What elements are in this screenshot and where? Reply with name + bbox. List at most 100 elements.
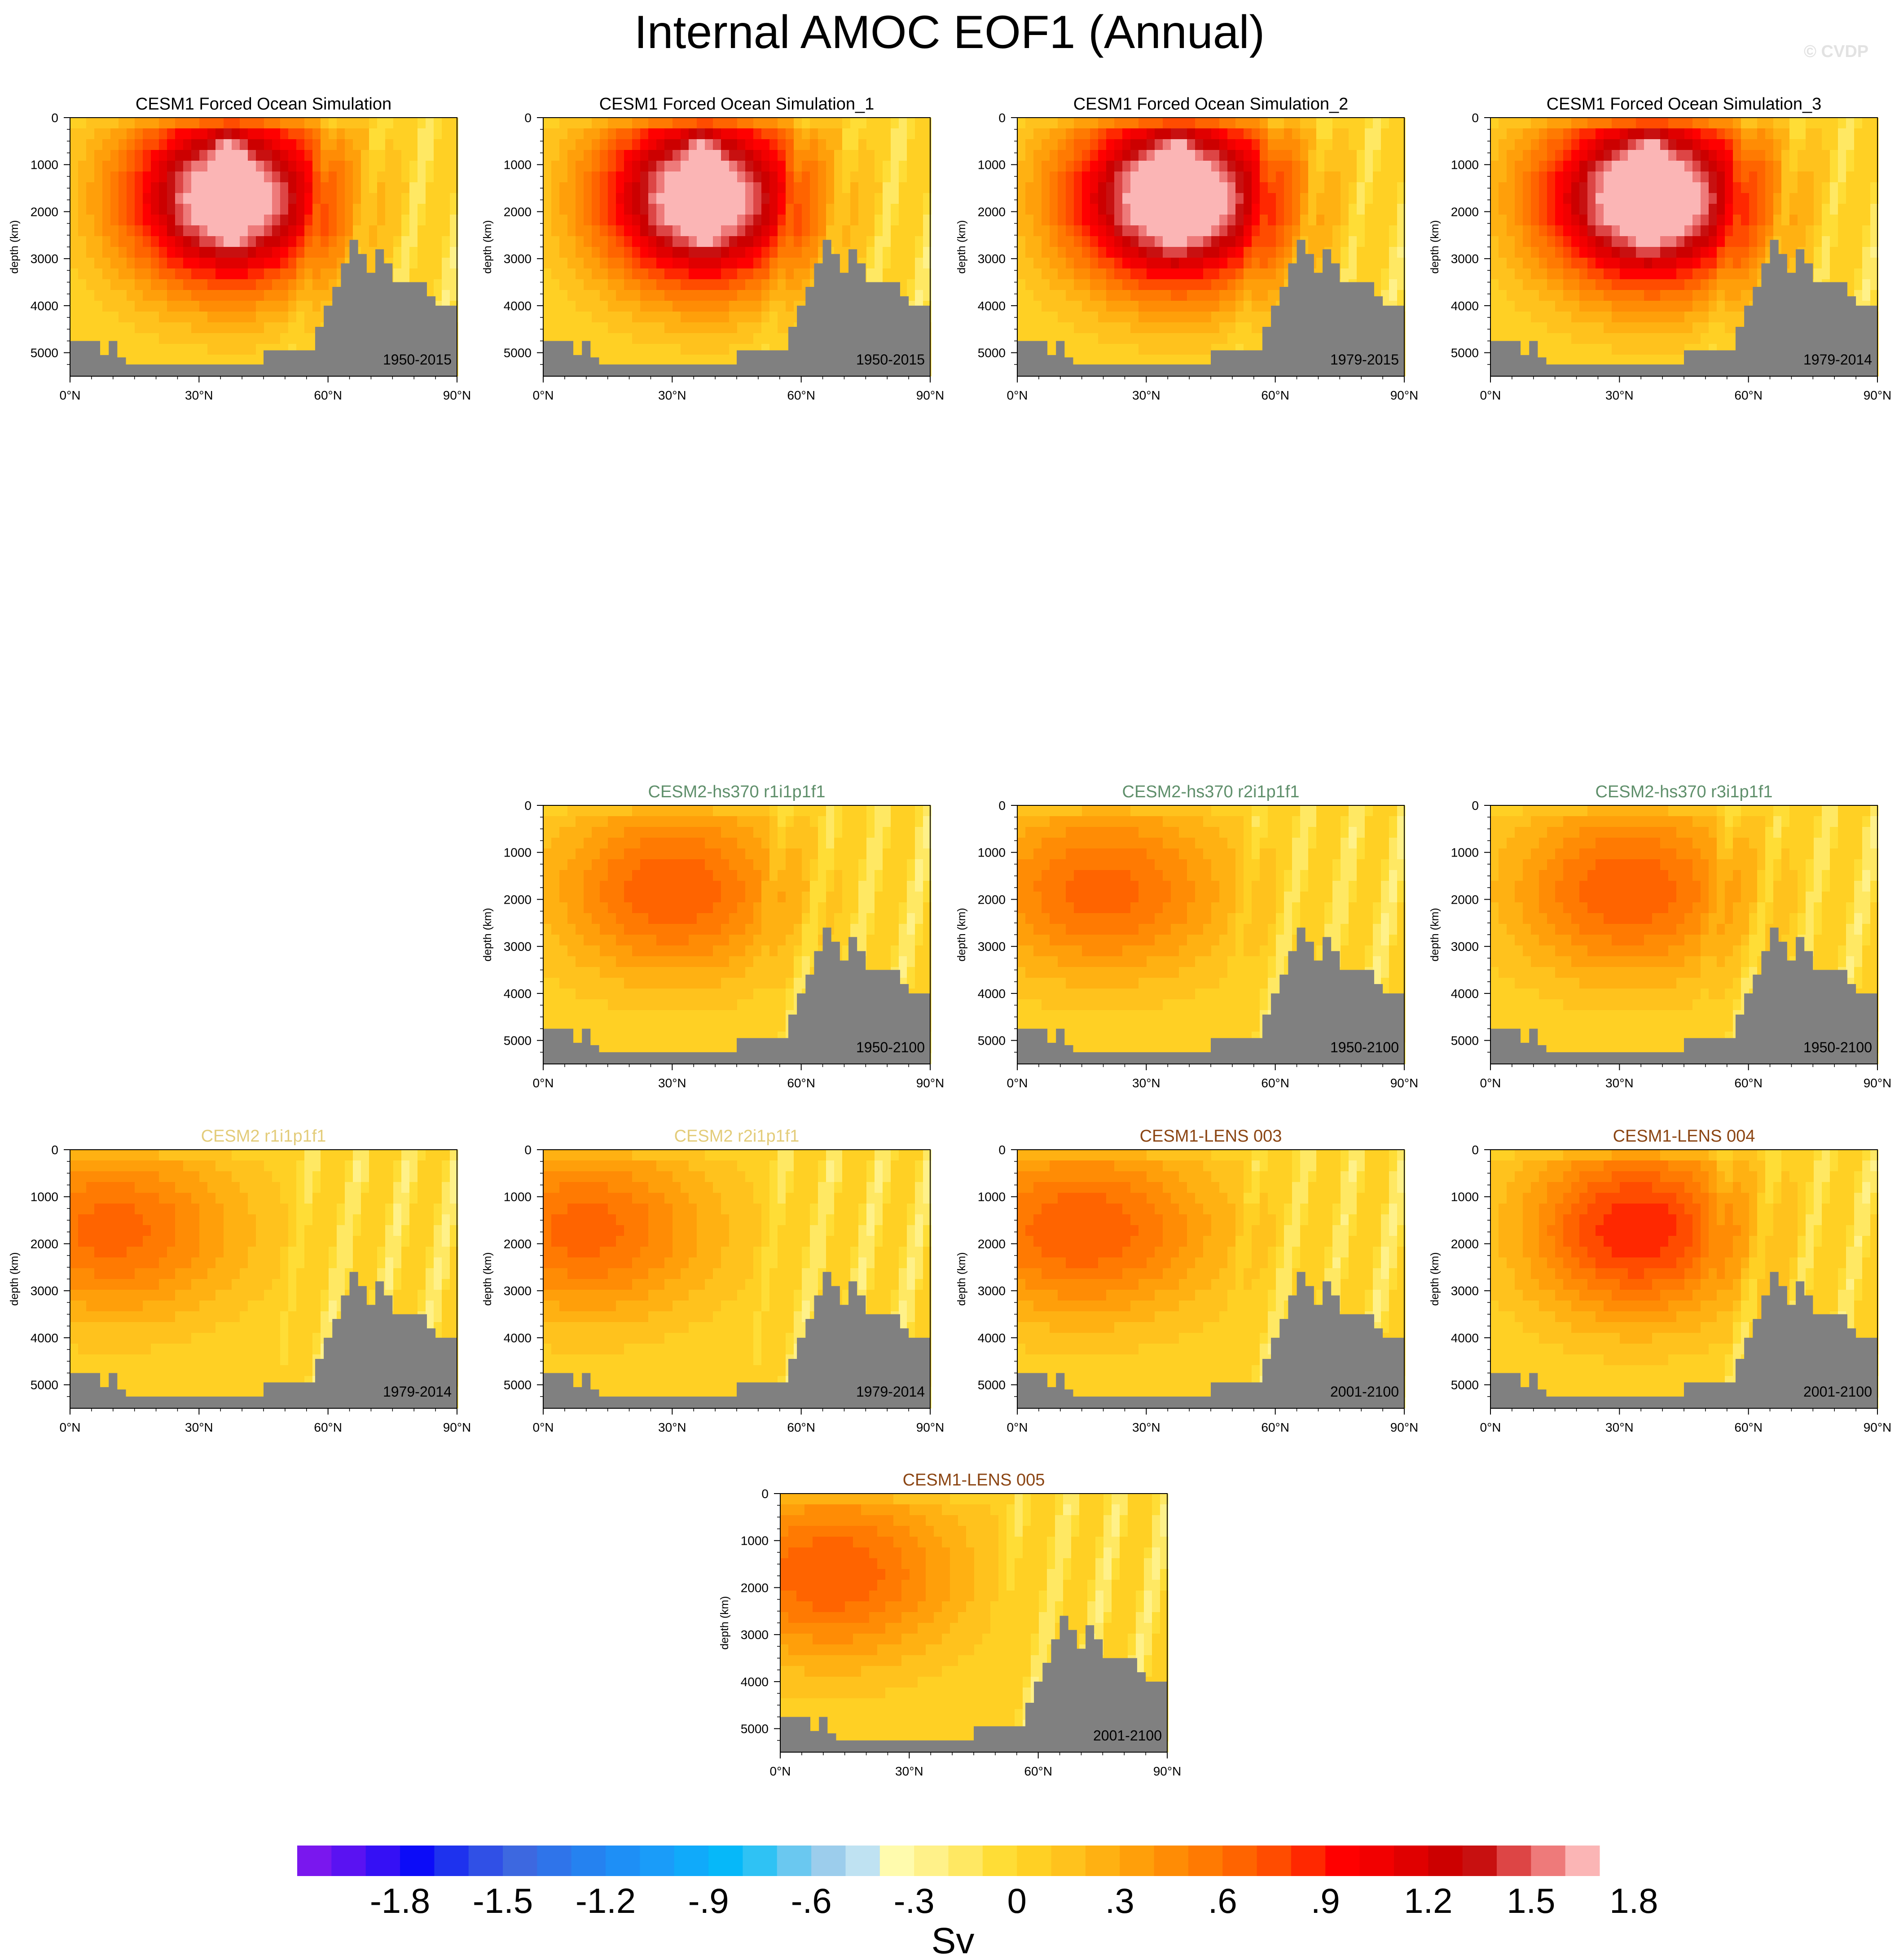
field-cell [1349, 139, 1357, 150]
field-cell [199, 118, 208, 129]
field-cell [592, 344, 600, 355]
field-cell [721, 268, 730, 280]
field-cell [1106, 312, 1115, 323]
field-cell [224, 333, 232, 344]
field-cell [1074, 225, 1082, 237]
field-cell [1017, 150, 1026, 161]
field-cell [1033, 301, 1042, 312]
field-cell [167, 355, 176, 366]
field-cell [1717, 247, 1725, 258]
field-cell [110, 225, 119, 237]
field-cell [256, 355, 264, 366]
field-cell [1276, 215, 1284, 226]
field-cell [1733, 161, 1741, 172]
field-cell [713, 139, 721, 150]
field-cell [442, 204, 450, 215]
field-cell [1660, 171, 1669, 183]
field-cell [143, 204, 151, 215]
field-cell [119, 225, 127, 237]
field-cell [1523, 312, 1531, 323]
field-cell [737, 171, 746, 183]
field-cell [94, 301, 103, 312]
field-cell [151, 161, 159, 172]
field-cell [94, 161, 103, 172]
field-cell [1757, 225, 1766, 237]
field-cell [1187, 236, 1196, 247]
field-cell [624, 236, 633, 247]
field-cell [656, 344, 665, 355]
field-cell [1033, 247, 1042, 258]
field-cell [1620, 161, 1628, 172]
xtick-label: 90°N [1390, 388, 1419, 402]
field-cell [1122, 225, 1131, 237]
field-cell [264, 225, 273, 237]
field-cell [753, 215, 762, 226]
field-cell [761, 247, 770, 258]
field-cell [1155, 247, 1163, 258]
field-cell [826, 182, 835, 193]
field-cell [1268, 247, 1276, 258]
field-cell [224, 301, 232, 312]
field-cell [1628, 333, 1636, 344]
field-cell [1846, 258, 1855, 269]
field-cell [1252, 128, 1260, 140]
field-cell [1571, 322, 1580, 334]
field-cell [810, 139, 818, 150]
field-cell [1187, 150, 1196, 161]
field-cell [272, 312, 281, 323]
field-cell [1668, 171, 1677, 183]
period-label: 1979-2014 [1803, 352, 1872, 368]
field-cell [1862, 290, 1871, 301]
field-cell [656, 193, 665, 204]
field-cell [600, 225, 608, 237]
field-cell [1139, 247, 1147, 258]
field-cell [1604, 279, 1612, 290]
field-cell [584, 816, 592, 827]
field-cell [191, 344, 200, 355]
field-cell [1260, 258, 1268, 269]
field-cell [656, 171, 665, 183]
field-cell [1490, 128, 1499, 140]
field-cell [1499, 182, 1507, 193]
field-cell [705, 333, 713, 344]
field-cell [207, 171, 216, 183]
field-cell [1276, 150, 1284, 161]
field-cell [1822, 258, 1830, 269]
field-cell [600, 128, 608, 140]
field-cell [567, 171, 576, 183]
field-cell [78, 236, 87, 247]
field-cell [1741, 182, 1750, 193]
ytick-label: 1000 [31, 158, 58, 172]
field-cell [337, 204, 345, 215]
field-cell [1252, 171, 1260, 183]
field-cell [296, 215, 305, 226]
field-cell [1332, 236, 1341, 247]
field-cell [818, 128, 826, 140]
field-cell [321, 268, 329, 280]
field-cell [426, 118, 434, 129]
field-cell [426, 225, 434, 237]
field-cell [551, 945, 560, 957]
field-cell [1163, 204, 1171, 215]
field-cell [1066, 215, 1074, 226]
field-cell [1260, 182, 1268, 193]
field-cell [761, 118, 770, 129]
field-cell [1276, 204, 1284, 215]
field-cell [1033, 258, 1042, 269]
field-cell [1066, 171, 1074, 183]
field-cell [551, 881, 560, 892]
field-cell [1227, 247, 1236, 258]
field-cell [842, 139, 851, 150]
field-cell [745, 279, 754, 290]
field-cell [86, 258, 95, 269]
field-cell [673, 247, 681, 258]
field-cell [689, 171, 697, 183]
field-cell [1235, 322, 1244, 334]
field-cell [442, 161, 450, 172]
field-cell [1507, 128, 1515, 140]
field-cell [826, 193, 835, 204]
field-cell [769, 139, 778, 150]
field-cell [1227, 322, 1236, 334]
field-cell [385, 247, 394, 258]
field-cell [737, 128, 746, 140]
